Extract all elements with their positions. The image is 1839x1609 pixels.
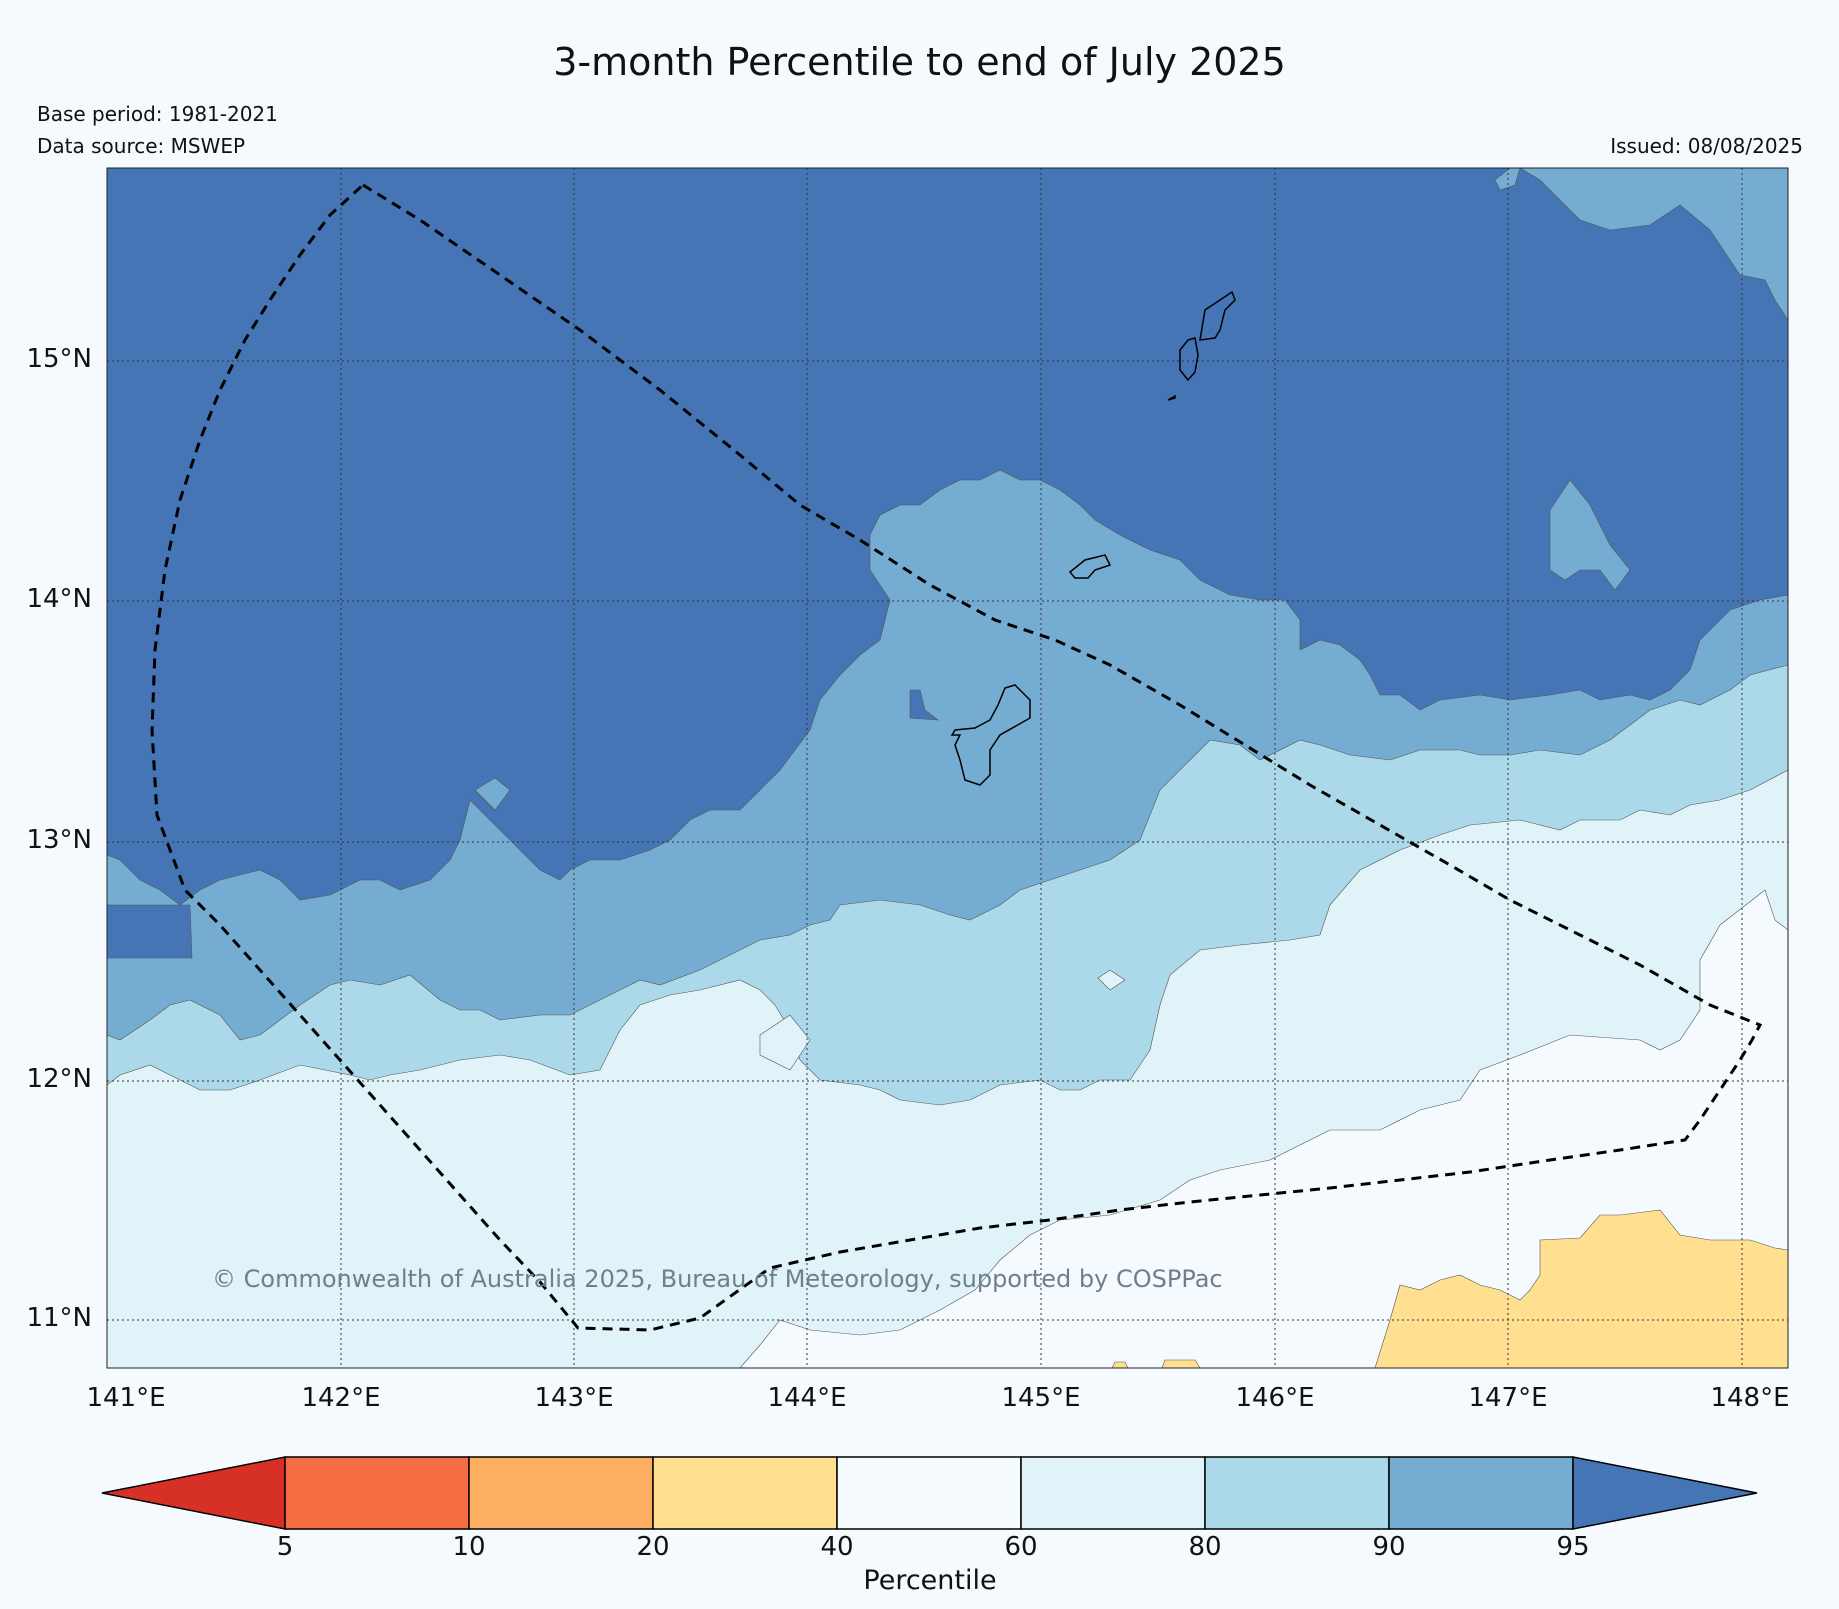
colorbar-tick-5: 5	[276, 1532, 294, 1562]
map-title: 3-month Percentile to end of July 2025	[553, 40, 1286, 84]
lat-label-15n: 15°N	[26, 344, 92, 374]
band-above-95	[107, 168, 1788, 906]
colorbar-above-95	[1572, 1456, 1758, 1530]
colorbar-60-80	[1020, 1456, 1206, 1530]
data-source-text: Data source: MSWEP	[37, 134, 246, 158]
lon-label-145e: 145°E	[1001, 1383, 1081, 1413]
colorbar-below-5	[101, 1456, 286, 1530]
lon-label-144e: 144°E	[767, 1383, 847, 1413]
lat-label-14n: 14°N	[26, 584, 92, 614]
lon-label-146e: 146°E	[1235, 1383, 1315, 1413]
colorbar-80-90	[1204, 1456, 1390, 1530]
colorbar-tick-10: 10	[452, 1532, 486, 1562]
base-period-text: Base period: 1981-2021	[37, 102, 278, 126]
colorbar-label: Percentile	[863, 1565, 997, 1596]
percentile-contours	[107, 168, 1788, 1368]
lon-label-147e: 147°E	[1468, 1383, 1548, 1413]
eez-boundary-dashed	[150, 183, 1763, 1332]
coastlines	[950, 290, 1236, 786]
colorbar-90-95	[1388, 1456, 1574, 1530]
colorbar-tick-90: 90	[1372, 1532, 1406, 1562]
lon-label-141e: 141°E	[86, 1383, 166, 1413]
lon-label-148e: 148°E	[1710, 1383, 1790, 1413]
map-gridlines	[106, 168, 1788, 1368]
colorbar-5-10	[284, 1456, 470, 1530]
colorbar-tick-80: 80	[1188, 1532, 1222, 1562]
colorbar	[101, 1456, 1758, 1530]
map-frame	[106, 167, 1789, 1369]
issued-date-text: Issued: 08/08/2025	[1610, 134, 1803, 158]
lat-label-12n: 12°N	[26, 1064, 92, 1094]
band-20-40	[1374, 1209, 1788, 1368]
lat-label-13n: 13°N	[26, 825, 92, 855]
guam-coast	[950, 684, 1031, 786]
colorbar-10-20	[468, 1456, 654, 1530]
lon-label-142e: 142°E	[301, 1383, 381, 1413]
colorbar-tick-60: 60	[1004, 1532, 1038, 1562]
colorbar-tick-40: 40	[820, 1532, 854, 1562]
lat-label-11n: 11°N	[26, 1303, 92, 1333]
copyright-text: © Commonwealth of Australia 2025, Bureau…	[212, 1265, 1223, 1293]
colorbar-tick-95: 95	[1556, 1532, 1590, 1562]
lon-label-143e: 143°E	[534, 1383, 614, 1413]
colorbar-40-60	[836, 1456, 1022, 1530]
colorbar-tick-20: 20	[636, 1532, 670, 1562]
colorbar-20-40	[652, 1456, 838, 1530]
